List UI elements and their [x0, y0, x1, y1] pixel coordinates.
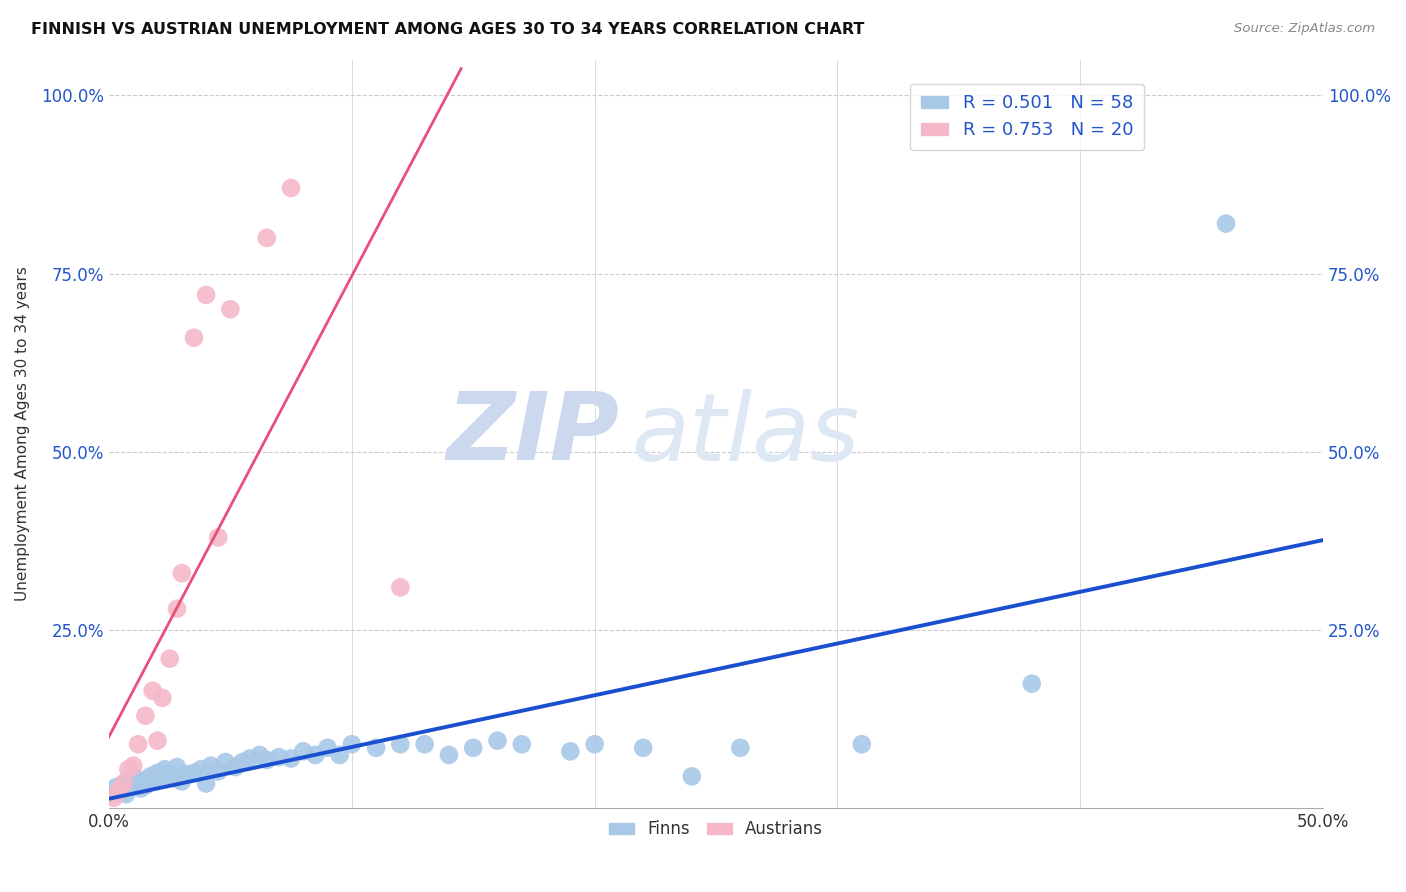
Point: [120, 780, 142, 794]
Point: [105, 780, 128, 794]
Point: [127, 772, 149, 787]
Point: [389, 580, 412, 594]
Point: [142, 683, 165, 698]
Point: [224, 760, 246, 774]
Point: [486, 733, 509, 747]
Point: [110, 783, 132, 797]
Point: [292, 744, 315, 758]
Point: [267, 750, 290, 764]
Point: [413, 737, 436, 751]
Point: [152, 690, 174, 705]
Point: [1215, 217, 1237, 231]
Point: [340, 737, 363, 751]
Point: [115, 787, 138, 801]
Point: [207, 764, 229, 779]
Point: [280, 751, 302, 765]
Point: [851, 737, 873, 751]
Point: [134, 779, 156, 793]
Point: [170, 566, 193, 580]
Point: [103, 787, 125, 801]
Point: [200, 758, 222, 772]
Point: [146, 733, 169, 747]
Point: [231, 755, 253, 769]
Point: [127, 737, 149, 751]
Point: [583, 737, 606, 751]
Point: [463, 740, 485, 755]
Point: [152, 769, 174, 783]
Point: [280, 181, 302, 195]
Text: FINNISH VS AUSTRIAN UNEMPLOYMENT AMONG AGES 30 TO 34 YEARS CORRELATION CHART: FINNISH VS AUSTRIAN UNEMPLOYMENT AMONG A…: [31, 22, 865, 37]
Point: [122, 758, 145, 772]
Point: [159, 767, 181, 781]
Point: [166, 760, 188, 774]
Point: [112, 776, 135, 790]
Point: [190, 762, 212, 776]
Point: [510, 737, 533, 751]
Point: [166, 601, 188, 615]
Point: [107, 783, 129, 797]
Point: [139, 769, 162, 783]
Point: [681, 769, 703, 783]
Point: [117, 772, 139, 787]
Point: [176, 767, 198, 781]
Point: [560, 744, 582, 758]
Point: [256, 231, 278, 245]
Point: [117, 762, 139, 776]
Point: [195, 288, 218, 302]
Point: [730, 740, 752, 755]
Text: atlas: atlas: [631, 389, 859, 480]
Point: [631, 740, 654, 755]
Point: [142, 774, 165, 789]
Point: [153, 762, 176, 776]
Point: [364, 740, 387, 755]
Point: [132, 774, 155, 789]
Text: Source: ZipAtlas.com: Source: ZipAtlas.com: [1234, 22, 1375, 36]
Point: [122, 769, 145, 783]
Point: [239, 751, 262, 765]
Point: [207, 531, 229, 545]
Point: [329, 747, 352, 762]
Legend: Finns, Austrians: Finns, Austrians: [602, 814, 830, 845]
Point: [195, 776, 218, 790]
Point: [134, 708, 156, 723]
Point: [256, 753, 278, 767]
Point: [389, 737, 412, 751]
Point: [316, 740, 339, 755]
Point: [183, 765, 205, 780]
Point: [249, 747, 271, 762]
Text: ZIP: ZIP: [446, 388, 619, 480]
Point: [183, 331, 205, 345]
Point: [146, 765, 169, 780]
Point: [159, 651, 181, 665]
Y-axis label: Unemployment Among Ages 30 to 34 years: Unemployment Among Ages 30 to 34 years: [15, 267, 30, 601]
Point: [125, 776, 148, 790]
Point: [163, 772, 186, 786]
Point: [136, 772, 159, 787]
Point: [112, 776, 135, 790]
Point: [103, 790, 125, 805]
Point: [1021, 676, 1043, 690]
Point: [214, 755, 236, 769]
Point: [143, 772, 166, 786]
Point: [437, 747, 460, 762]
Point: [129, 781, 152, 796]
Point: [170, 774, 193, 789]
Point: [219, 302, 242, 317]
Point: [304, 747, 326, 762]
